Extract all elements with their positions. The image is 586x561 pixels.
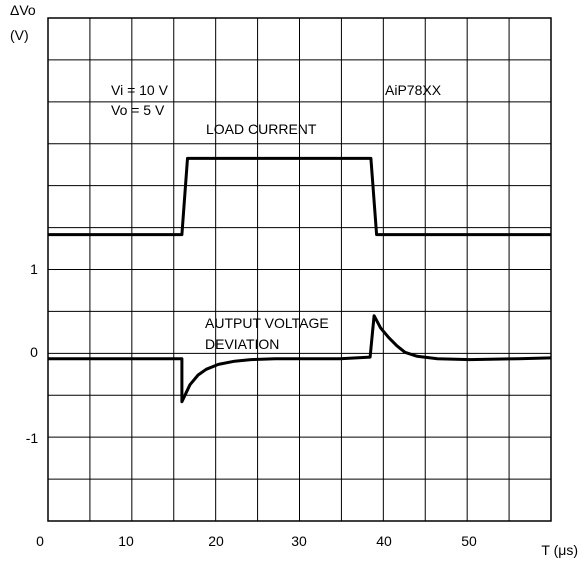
y-tick-label-neg1: -1 <box>26 430 39 446</box>
y-tick-label-0: 0 <box>30 344 38 360</box>
device-label: AiP78XX <box>385 82 442 98</box>
x-tick-label-0: 0 <box>36 533 44 549</box>
series-group <box>48 156 552 404</box>
x-tick-label-20: 20 <box>208 533 224 549</box>
output-deviation-label-2: DEVIATION <box>205 336 279 352</box>
grid <box>48 18 551 521</box>
x-tick-label-10: 10 <box>118 533 134 549</box>
x-tick-label-40: 40 <box>376 533 392 549</box>
x-axis-label: T (μs) <box>541 542 578 558</box>
y-axis-unit: (V) <box>10 27 29 43</box>
x-tick-label-50: 50 <box>461 533 477 549</box>
y-axis-label: ΔVo <box>10 2 36 18</box>
series-line-output-deviation <box>48 314 552 404</box>
y-tick-label-1: 1 <box>30 261 38 277</box>
load-current-label: LOAD CURRENT <box>206 121 317 137</box>
series-line-load-current <box>48 156 551 237</box>
conditions-vo: Vo = 5 V <box>111 102 165 118</box>
output-deviation-label-1: AUTPUT VOLTAGE <box>205 315 329 331</box>
conditions-vi: Vi = 10 V <box>111 82 169 98</box>
x-tick-label-30: 30 <box>291 533 307 549</box>
plot-frame <box>47 17 552 522</box>
